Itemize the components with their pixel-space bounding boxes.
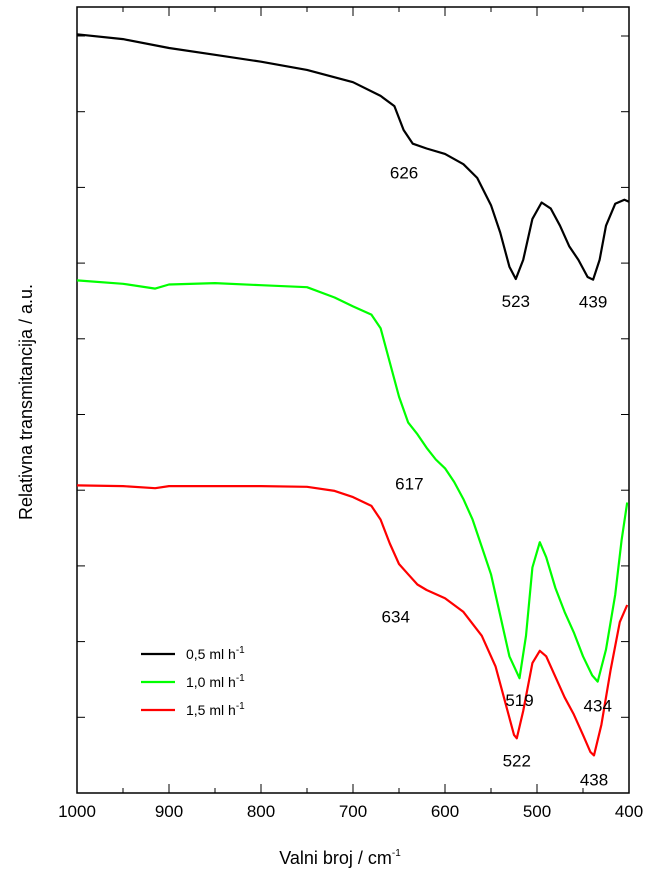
- legend-label-text: 0,5 ml h: [186, 646, 236, 662]
- x-tick-label: 400: [615, 802, 643, 821]
- peak-label: 617: [395, 474, 423, 493]
- series-line: [76, 484, 629, 757]
- legend-label-superscript: -1: [236, 673, 245, 684]
- y-axis-label: Relativna transmitancija / a.u.: [16, 284, 36, 520]
- legend-label-text: 1,5 ml h: [186, 702, 236, 718]
- legend-label-superscript: -1: [236, 645, 245, 656]
- peak-label: 519: [505, 691, 533, 710]
- peak-label: 522: [503, 751, 531, 770]
- peak-label: 523: [502, 292, 530, 311]
- axes: [76, 6, 630, 794]
- legend-label: 0,5 ml h-1: [186, 645, 245, 662]
- legend-label: 1,0 ml h-1: [186, 673, 245, 690]
- series-line: [76, 279, 629, 683]
- x-tick-label: 600: [431, 802, 459, 821]
- peak-labels: 626 523 439 617 519 434 634 522 438: [382, 164, 612, 790]
- x-axis-label-text: Valni broj / cm: [279, 848, 392, 868]
- x-tick-label: 800: [247, 802, 275, 821]
- legend-label: 1,5 ml h-1: [186, 701, 245, 718]
- plot-frame: [76, 6, 630, 794]
- peak-label: 439: [579, 293, 607, 312]
- series-lines: [76, 33, 630, 757]
- x-axis-label: Valni broj / cm-1: [279, 848, 401, 868]
- x-tick-label: 500: [523, 802, 551, 821]
- legend: 0,5 ml h-11,0 ml h-11,5 ml h-1: [141, 645, 245, 718]
- x-axis-label-superscript: -1: [392, 848, 401, 859]
- x-tick-label: 700: [339, 802, 367, 821]
- peak-label: 634: [382, 607, 410, 626]
- legend-label-text: 1,0 ml h: [186, 674, 236, 690]
- series-line: [76, 33, 630, 281]
- legend-label-superscript: -1: [236, 701, 245, 712]
- axis-ticks: 1000 900 800 700 600 500 400: [58, 7, 643, 821]
- peak-label: 626: [390, 164, 418, 183]
- x-tick-label: 900: [155, 802, 183, 821]
- peak-label: 434: [584, 697, 612, 716]
- peak-label: 438: [580, 770, 608, 789]
- x-tick-label: 1000: [58, 802, 96, 821]
